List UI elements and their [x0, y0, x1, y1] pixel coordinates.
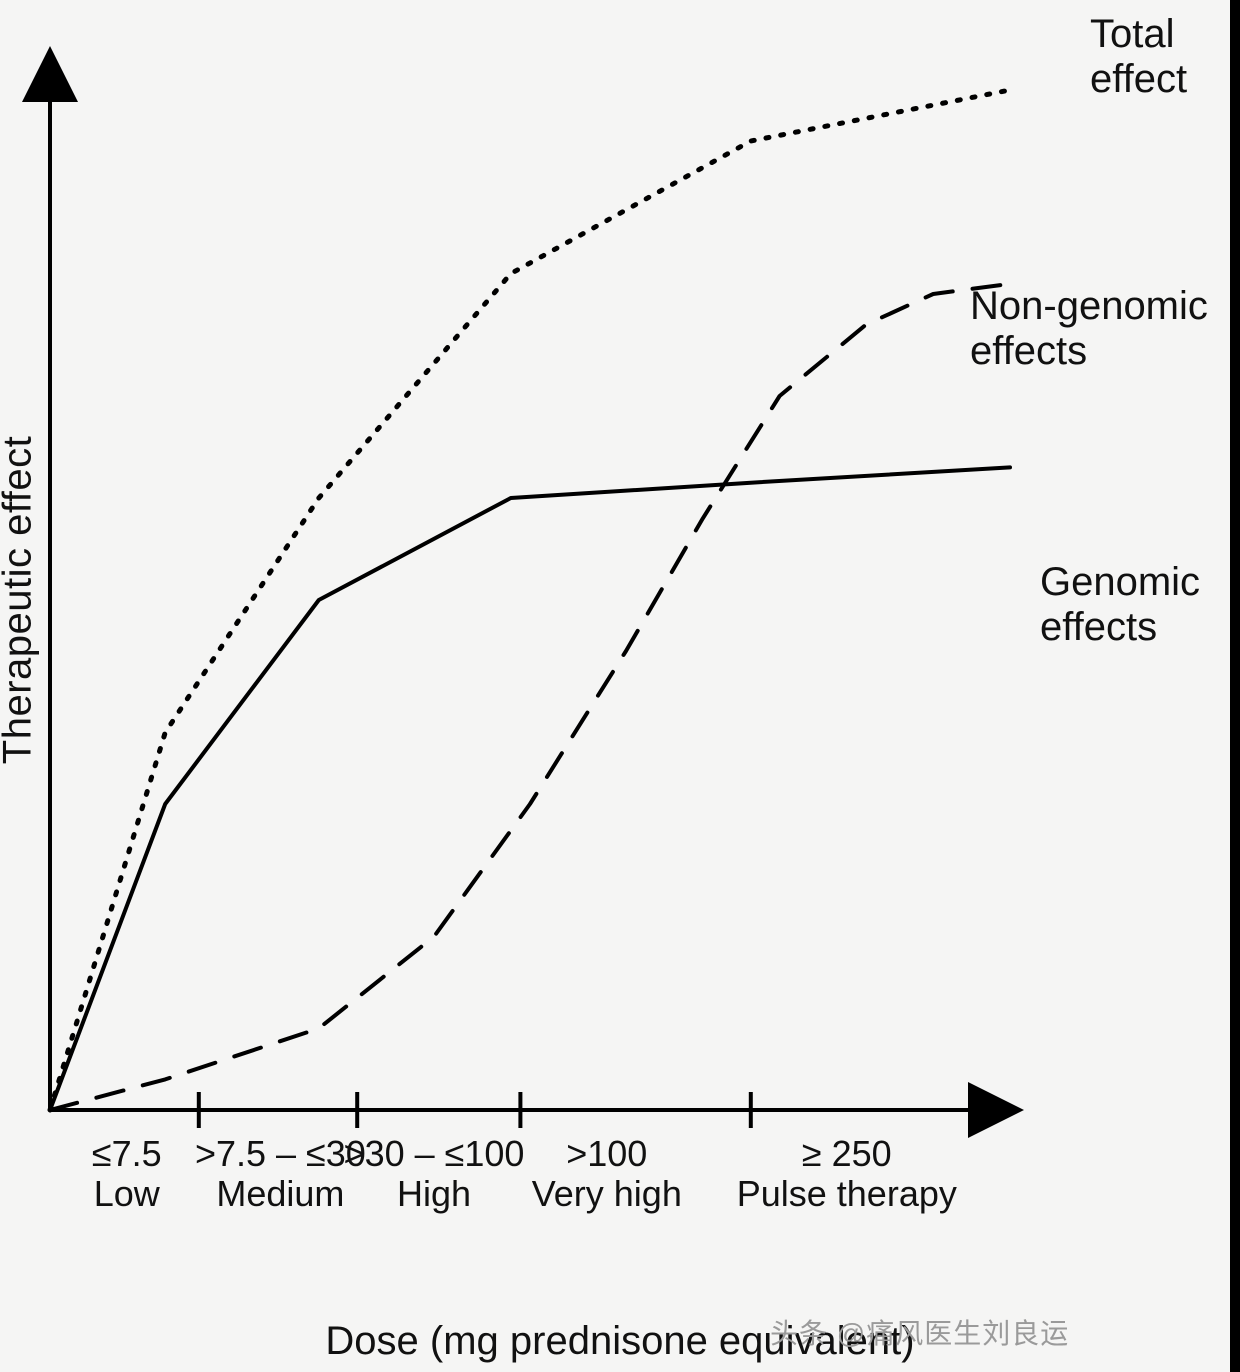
- y-axis-label: Therapeutic effect: [0, 436, 41, 764]
- x-category-2-top: >30 – ≤100: [344, 1133, 525, 1174]
- series-label-total-2: effect: [1090, 57, 1187, 101]
- x-category-4: ≥ 250Pulse therapy: [737, 1134, 957, 1215]
- x-category-3-top: >100: [566, 1133, 647, 1174]
- series-label-nongenomic: Non-genomic effects: [970, 284, 1208, 374]
- series-label-genomic: Genomic effects: [1040, 560, 1200, 650]
- x-category-2: >30 – ≤100High: [344, 1134, 525, 1215]
- x-category-1-top: >7.5 – ≤30: [195, 1133, 366, 1174]
- x-category-1-bottom: Medium: [216, 1173, 344, 1214]
- x-category-3: >100Very high: [532, 1134, 682, 1215]
- series-label-total: Total effect: [1090, 12, 1187, 102]
- series-label-genomic-2: effects: [1040, 605, 1157, 649]
- watermark: 头条 @痛风医生刘良运: [770, 1312, 1069, 1352]
- x-category-2-bottom: High: [397, 1173, 471, 1214]
- x-category-4-top: ≥ 250: [802, 1133, 892, 1174]
- x-category-3-bottom: Very high: [532, 1173, 682, 1214]
- x-category-4-bottom: Pulse therapy: [737, 1173, 957, 1214]
- right-black-bar: [1230, 0, 1240, 1372]
- series-label-total-1: Total: [1090, 12, 1175, 56]
- series-label-nongenomic-1: Non-genomic: [970, 284, 1208, 328]
- x-category-0: ≤7.5Low: [92, 1134, 162, 1215]
- series-label-nongenomic-2: effects: [970, 329, 1087, 373]
- chart-container: Therapeutic effect Total effect Non-geno…: [0, 0, 1240, 1372]
- x-category-1: >7.5 – ≤30Medium: [195, 1134, 366, 1215]
- x-category-0-bottom: Low: [94, 1173, 160, 1214]
- series-label-genomic-1: Genomic: [1040, 560, 1200, 604]
- x-category-0-top: ≤7.5: [92, 1133, 162, 1174]
